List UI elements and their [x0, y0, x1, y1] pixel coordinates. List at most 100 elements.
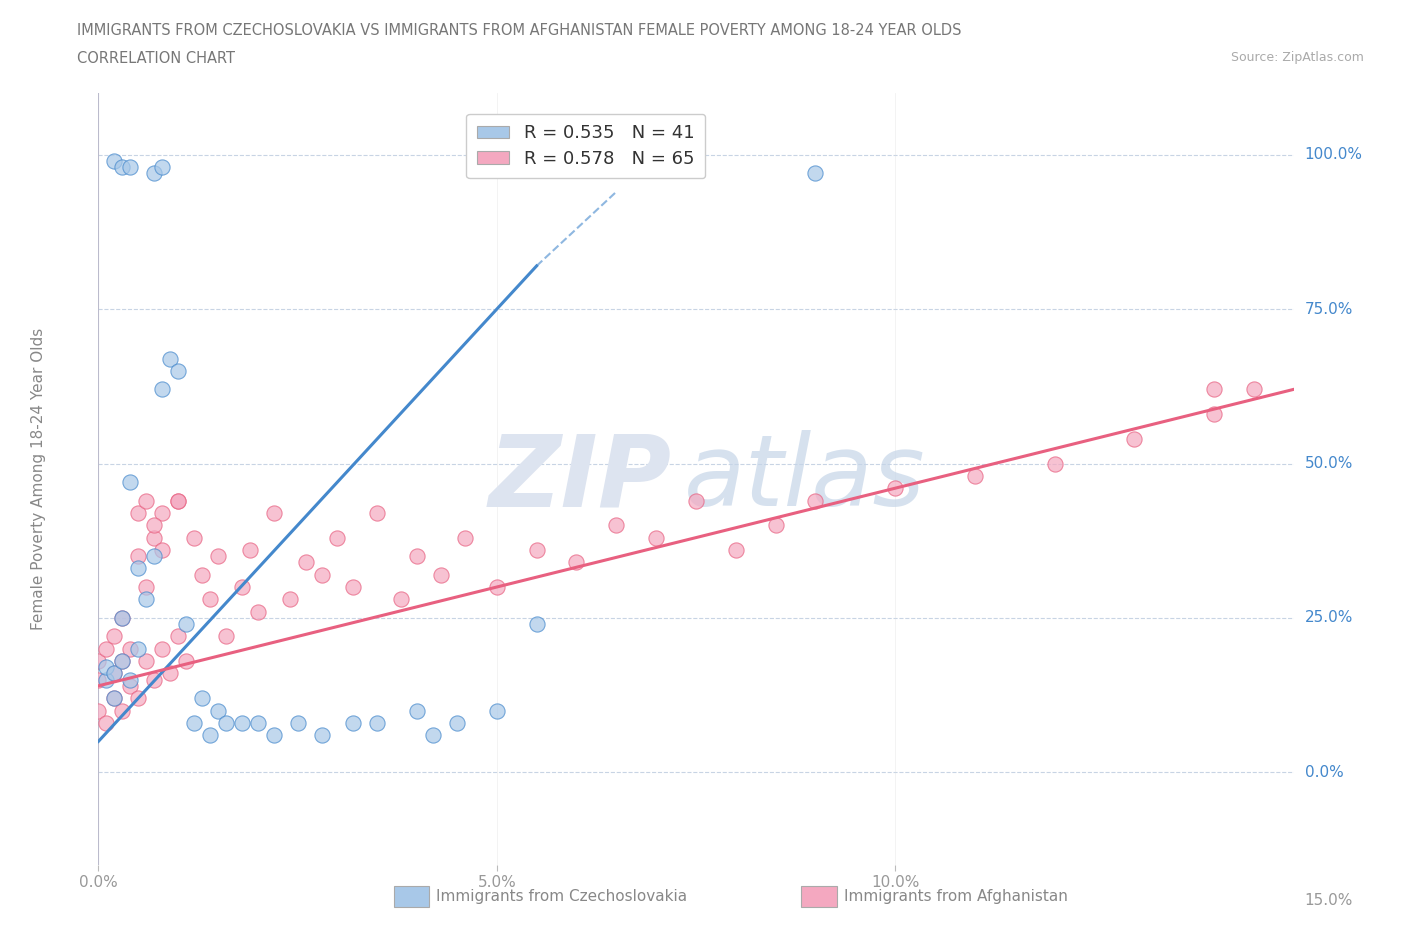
Point — [422, 728, 444, 743]
Point — [1202, 406, 1225, 421]
Point — [311, 728, 333, 743]
Point — [143, 530, 166, 545]
Point — [963, 469, 986, 484]
Point — [159, 666, 181, 681]
Point — [406, 549, 429, 564]
Point — [103, 153, 125, 168]
Point — [1243, 382, 1265, 397]
Point — [135, 654, 157, 669]
Point — [246, 715, 269, 730]
Point — [127, 506, 149, 521]
Point — [311, 567, 333, 582]
Point — [127, 549, 149, 564]
Point — [167, 629, 190, 644]
Text: Immigrants from Czechoslovakia: Immigrants from Czechoslovakia — [436, 889, 688, 904]
Point — [605, 518, 627, 533]
Point — [191, 691, 214, 706]
Text: Source: ZipAtlas.com: Source: ZipAtlas.com — [1230, 51, 1364, 64]
Point — [446, 715, 468, 730]
Text: 50.0%: 50.0% — [1305, 456, 1353, 471]
Point — [120, 642, 142, 657]
Point — [111, 703, 134, 718]
Text: IMMIGRANTS FROM CZECHOSLOVAKIA VS IMMIGRANTS FROM AFGHANISTAN FEMALE POVERTY AMO: IMMIGRANTS FROM CZECHOSLOVAKIA VS IMMIGR… — [77, 23, 962, 38]
Point — [215, 629, 238, 644]
Point — [215, 715, 238, 730]
Point — [135, 493, 157, 508]
Point — [605, 153, 627, 168]
Point — [159, 352, 181, 366]
Point — [150, 642, 173, 657]
Text: 25.0%: 25.0% — [1305, 610, 1353, 625]
Point — [120, 678, 142, 693]
Point — [565, 555, 588, 570]
Point — [103, 666, 125, 681]
Point — [191, 567, 214, 582]
Point — [174, 617, 197, 631]
Point — [207, 703, 229, 718]
Point — [366, 506, 388, 521]
Text: Female Poverty Among 18-24 Year Olds: Female Poverty Among 18-24 Year Olds — [31, 328, 46, 631]
Point — [1123, 432, 1146, 446]
Point — [120, 474, 142, 489]
Point — [174, 654, 197, 669]
Point — [135, 591, 157, 606]
Point — [246, 604, 269, 619]
Point — [765, 518, 787, 533]
Point — [1043, 456, 1066, 471]
Point — [342, 579, 364, 594]
Point — [207, 549, 229, 564]
Point — [103, 629, 125, 644]
Point — [143, 549, 166, 564]
Text: 100.0%: 100.0% — [1305, 147, 1362, 162]
Point — [96, 660, 118, 675]
Point — [724, 542, 747, 557]
Point — [198, 728, 221, 743]
Point — [150, 382, 173, 397]
Text: CORRELATION CHART: CORRELATION CHART — [77, 51, 235, 66]
Text: Immigrants from Afghanistan: Immigrants from Afghanistan — [844, 889, 1067, 904]
Point — [430, 567, 453, 582]
Text: ZIP: ZIP — [489, 431, 672, 527]
Point — [150, 542, 173, 557]
Point — [150, 160, 173, 175]
Point — [645, 530, 668, 545]
Point — [127, 642, 149, 657]
Point — [103, 691, 125, 706]
Point — [804, 166, 827, 180]
Point — [263, 506, 285, 521]
Point — [111, 654, 134, 669]
Text: atlas: atlas — [685, 431, 925, 527]
Point — [103, 666, 125, 681]
Point — [143, 672, 166, 687]
Point — [366, 715, 388, 730]
Point — [167, 493, 190, 508]
Point — [135, 579, 157, 594]
Text: 15.0%: 15.0% — [1305, 893, 1353, 908]
Point — [406, 703, 429, 718]
Text: 0.0%: 0.0% — [1305, 764, 1343, 779]
Point — [183, 715, 205, 730]
Point — [326, 530, 349, 545]
Point — [120, 160, 142, 175]
Point — [263, 728, 285, 743]
Point — [111, 654, 134, 669]
Point — [804, 493, 827, 508]
Point — [87, 672, 110, 687]
Point — [231, 715, 253, 730]
Point — [103, 691, 125, 706]
Point — [342, 715, 364, 730]
Point — [167, 493, 190, 508]
Point — [143, 166, 166, 180]
Point — [239, 542, 262, 557]
Point — [526, 617, 548, 631]
Point — [485, 579, 508, 594]
Point — [167, 364, 190, 379]
Point — [111, 610, 134, 625]
Point — [231, 579, 253, 594]
Point — [278, 591, 301, 606]
Point — [143, 518, 166, 533]
Point — [111, 610, 134, 625]
Legend: R = 0.535   N = 41, R = 0.578   N = 65: R = 0.535 N = 41, R = 0.578 N = 65 — [465, 113, 706, 179]
Point — [287, 715, 309, 730]
Point — [198, 591, 221, 606]
